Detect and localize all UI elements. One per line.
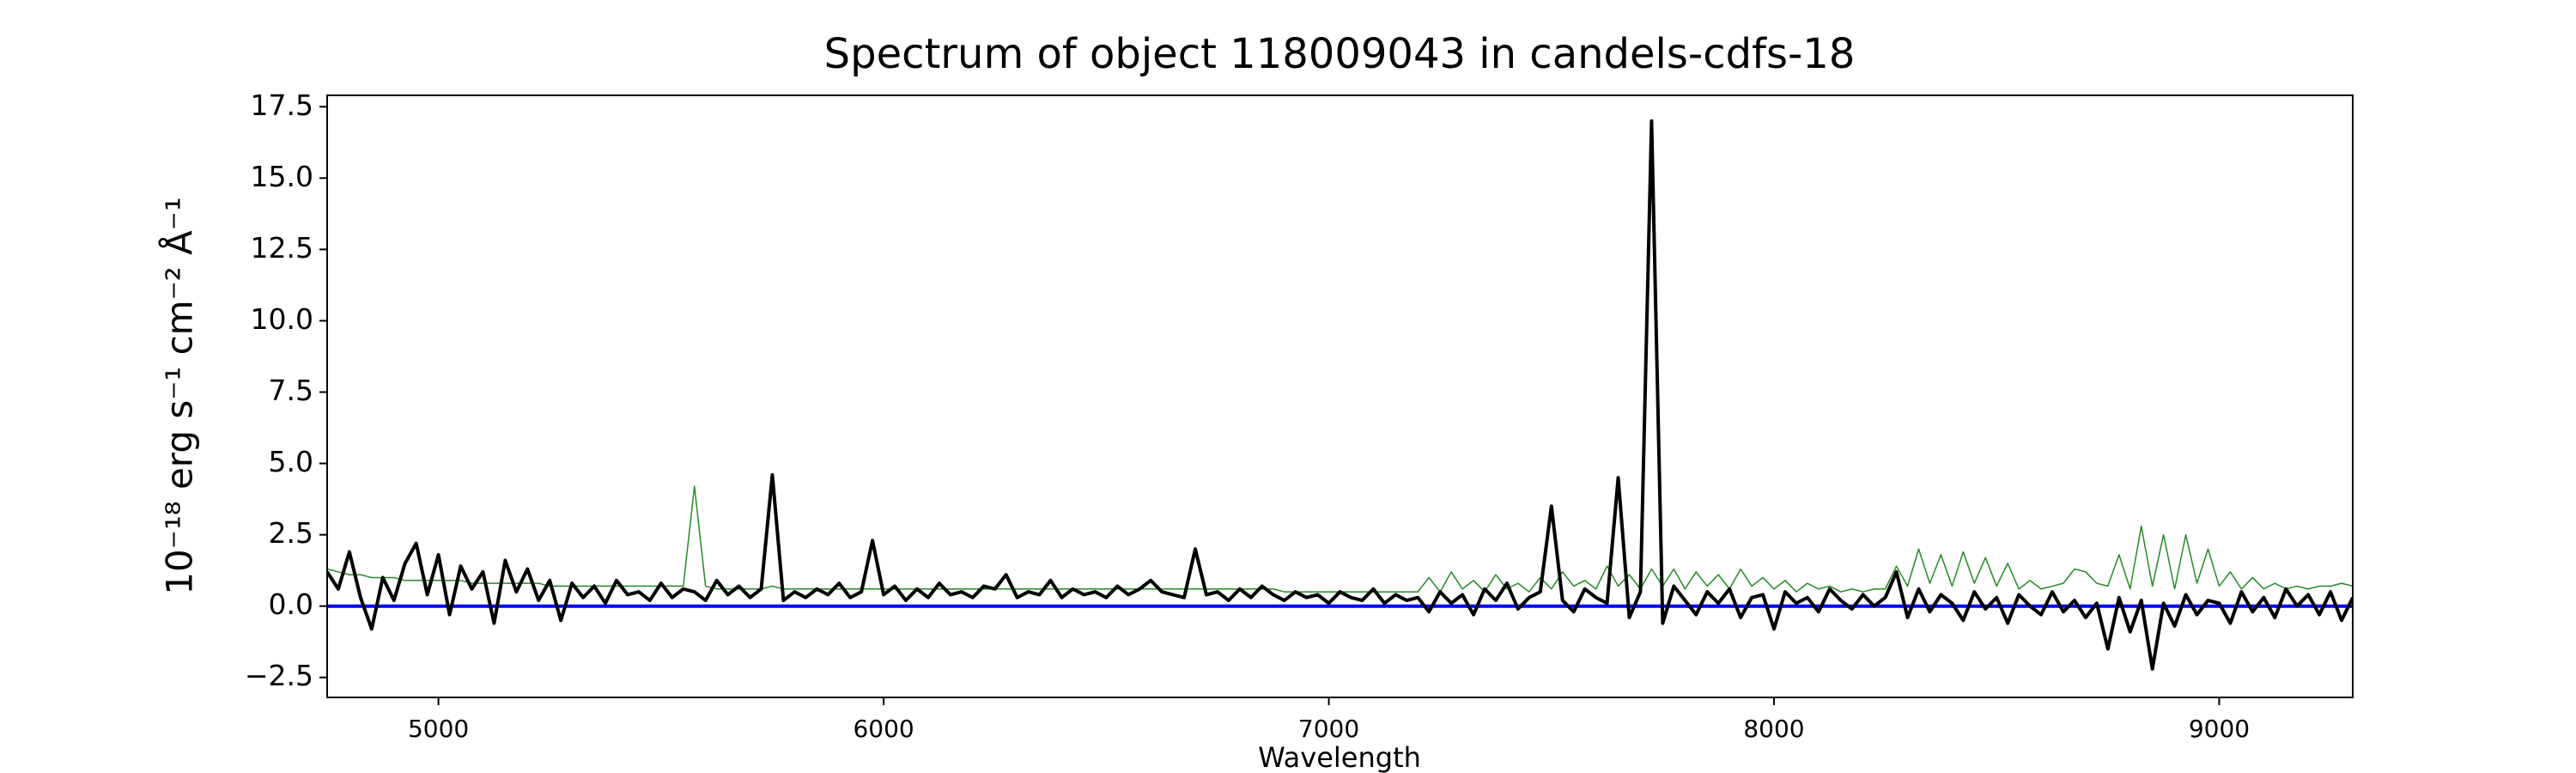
x-tick-label: 6000 [853,715,914,743]
y-tick-label: 7.5 [269,374,313,407]
y-tick-label: 15.0 [251,160,313,193]
y-tick-label: 17.5 [251,88,313,122]
spectrum-line [327,119,2353,671]
x-axis-label: Wavelength [1258,741,1421,773]
y-tick-label: 12.5 [251,231,313,265]
plot-frame [326,94,2354,698]
y-tick-label: 2.5 [269,516,313,550]
y-tick-label: 10.0 [251,302,313,336]
x-tick-label: 8000 [1743,715,1804,743]
x-tick-label: 5000 [408,715,469,743]
y-tick-label: −2.5 [245,659,313,692]
y-tick-label: 5.0 [269,445,313,478]
y-axis-label: 10⁻¹⁸ erg s⁻¹ cm⁻² Å⁻¹ [158,197,201,594]
x-tick-label: 7000 [1298,715,1359,743]
y-tick-label: 0.0 [269,587,313,621]
x-tick-label: 9000 [2189,715,2250,743]
chart-title: Spectrum of object 118009043 in candels-… [824,30,1856,78]
spectrum-line [327,485,2353,593]
